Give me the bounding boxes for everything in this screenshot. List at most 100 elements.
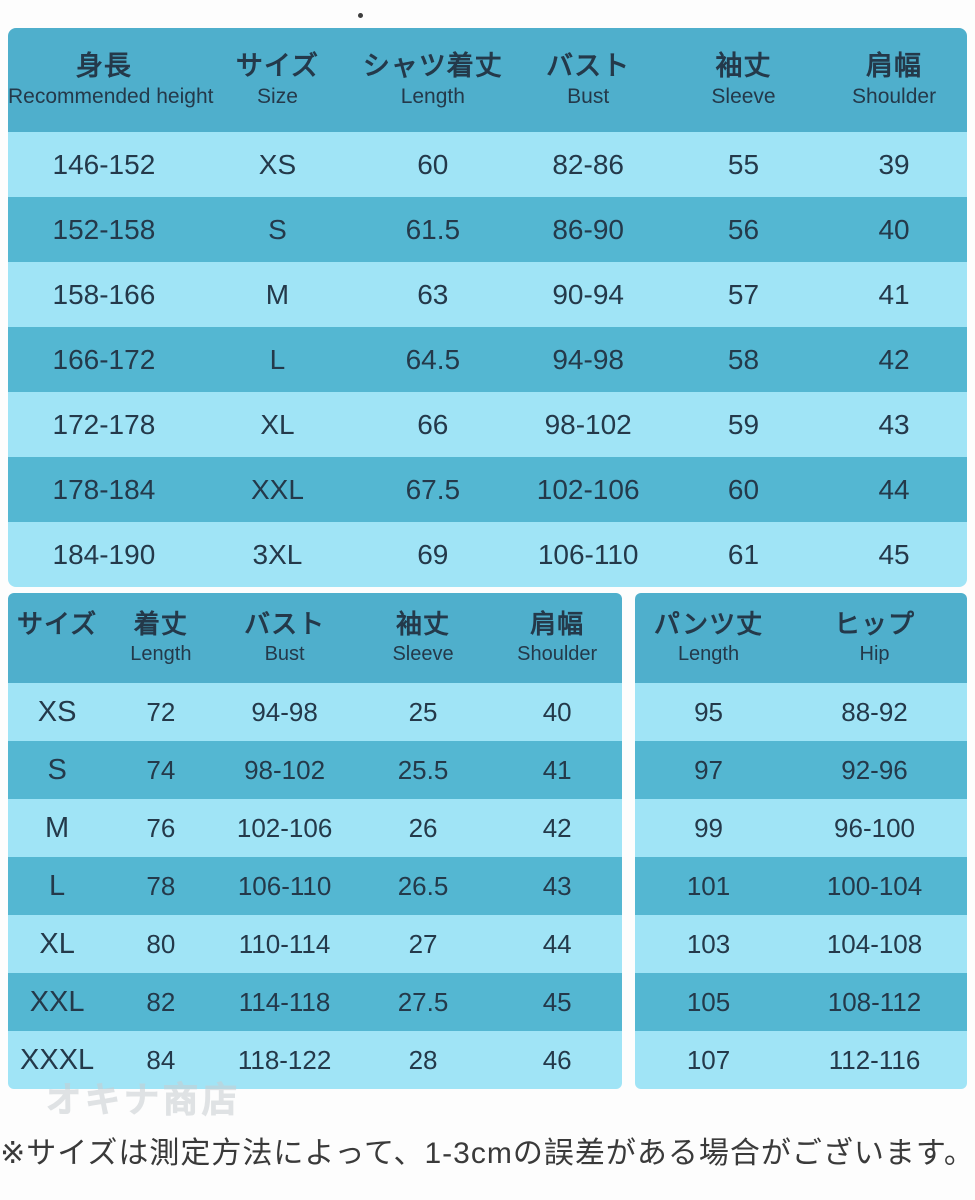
table-cell: 82 bbox=[146, 986, 176, 1017]
table-cell: 146-152 bbox=[52, 148, 156, 180]
table-cell: 86-90 bbox=[552, 213, 624, 245]
col-header-length: 着丈 Length bbox=[106, 609, 215, 666]
table-cell: 39 bbox=[878, 148, 910, 180]
col-header-shoulder: 肩幅 Shoulder bbox=[492, 609, 622, 666]
table-cell: 69 bbox=[417, 538, 449, 570]
table-cell: S bbox=[47, 753, 67, 786]
col-header-sleeve-jp: 袖丈 bbox=[396, 609, 451, 640]
col-header-size: サイズ bbox=[8, 609, 106, 666]
table-cell: 94-98 bbox=[552, 343, 624, 375]
table-cell: 40 bbox=[542, 696, 572, 727]
table-cell: M bbox=[265, 278, 290, 310]
table-row: M 76 102-106 26 42 bbox=[8, 799, 622, 857]
table-cell: 96-100 bbox=[834, 812, 915, 843]
table-cell: 95 bbox=[694, 696, 723, 727]
table-cell: 88-92 bbox=[841, 696, 908, 727]
table-cell: 74 bbox=[146, 754, 176, 785]
table-cell: 63 bbox=[417, 278, 449, 310]
table-row: 107 112-116 bbox=[635, 1031, 967, 1089]
col-header-size: サイズ Size bbox=[200, 51, 355, 109]
table-cell: L bbox=[49, 869, 66, 902]
table-cell: XS bbox=[37, 695, 77, 728]
col-header-size-jp: サイズ bbox=[235, 50, 320, 81]
table-cell: 102-106 bbox=[536, 473, 640, 505]
table-cell: XL bbox=[260, 408, 295, 440]
col-header-shirt-length-en: Length bbox=[400, 85, 465, 109]
table-row: L 78 106-110 26.5 43 bbox=[8, 857, 622, 915]
table-row: 105 108-112 bbox=[635, 973, 967, 1031]
col-header-shoulder-en: Shoulder bbox=[517, 642, 598, 665]
table-row: 101 100-104 bbox=[635, 857, 967, 915]
col-header-pants-length-en: Length bbox=[677, 642, 740, 665]
col-header-size-en: Size bbox=[257, 85, 298, 109]
table-cell: 58 bbox=[727, 343, 760, 375]
col-header-height-en: Recommended height bbox=[8, 85, 214, 109]
table-row: 184-190 3XL 69 106-110 61 45 bbox=[8, 522, 967, 587]
table-cell: 80 bbox=[146, 928, 176, 959]
table-cell: 94-98 bbox=[251, 696, 318, 727]
col-header-height-jp: 身長 bbox=[75, 50, 132, 81]
table-cell: 43 bbox=[878, 408, 910, 440]
table-cell: XXL bbox=[29, 985, 85, 1018]
col-header-sleeve: 袖丈 Sleeve bbox=[666, 51, 821, 109]
col-header-shirt-length: シャツ着丈 Length bbox=[355, 51, 510, 109]
col-header-shoulder: 肩幅 Shoulder bbox=[821, 51, 967, 109]
table-cell: 25.5 bbox=[397, 754, 449, 785]
table-cell: 41 bbox=[542, 754, 572, 785]
col-header-shirt-length-jp: シャツ着丈 bbox=[362, 50, 503, 81]
table-cell: 118-122 bbox=[237, 1044, 332, 1075]
table-cell: 26 bbox=[408, 812, 438, 843]
col-header-bust: バスト Bust bbox=[216, 609, 354, 666]
col-header-height: 身長 Recommended height bbox=[8, 50, 214, 109]
col-header-shoulder-jp: 肩幅 bbox=[866, 50, 923, 81]
col-header-size-jp: サイズ bbox=[17, 609, 98, 640]
table-cell: 57 bbox=[727, 278, 760, 310]
table-row: S 74 98-102 25.5 41 bbox=[8, 741, 622, 799]
table-cell: 166-172 bbox=[52, 343, 156, 375]
table-cell: 61.5 bbox=[405, 213, 461, 245]
col-header-bust-jp: バスト bbox=[546, 50, 631, 81]
table-cell: 178-184 bbox=[52, 473, 156, 505]
col-header-bust-jp: バスト bbox=[244, 609, 326, 640]
table-row: 95 88-92 bbox=[635, 683, 967, 741]
col-header-sleeve-en: Sleeve bbox=[711, 85, 776, 109]
table-cell: L bbox=[269, 343, 286, 375]
table-cell: 90-94 bbox=[552, 278, 624, 310]
table-cell: 98-102 bbox=[544, 408, 632, 440]
table-cell: 41 bbox=[878, 278, 910, 310]
table-cell: 55 bbox=[727, 148, 760, 180]
table-cell: 110-114 bbox=[238, 928, 331, 959]
col-header-bust-en: Bust bbox=[567, 85, 610, 109]
table-cell: 106-110 bbox=[237, 870, 332, 901]
col-header-sleeve-en: Sleeve bbox=[392, 642, 454, 665]
table-cell: 99 bbox=[694, 812, 723, 843]
table-cell: XXXL bbox=[20, 1043, 95, 1076]
table-cell: 105 bbox=[686, 986, 731, 1017]
set-table-top-body: XS 72 94-98 25 40 S 74 98-102 25.5 41 M 76 102-106 26… bbox=[8, 683, 622, 1089]
table-cell: 98-102 bbox=[244, 754, 326, 785]
table-cell: 45 bbox=[878, 538, 910, 570]
col-header-size-en bbox=[8, 643, 106, 666]
table-cell: 44 bbox=[542, 928, 572, 959]
shirt-table-header: 身長 Recommended height サイズ Size シャツ着丈 Len… bbox=[8, 28, 967, 132]
table-row: 152-158 S 61.5 86-90 56 40 bbox=[8, 197, 967, 262]
set-table-top-section: サイズ 着丈 Length バスト Bust 袖丈 Sleeve 肩幅 S bbox=[8, 593, 622, 1089]
table-cell: 102-106 bbox=[236, 812, 333, 843]
col-header-sleeve-jp: 袖丈 bbox=[715, 50, 772, 81]
table-cell: XXL bbox=[251, 473, 304, 505]
table-row: 103 104-108 bbox=[635, 915, 967, 973]
table-cell: XS bbox=[258, 148, 297, 180]
table-row: XXXL 84 118-122 28 46 bbox=[8, 1031, 622, 1089]
table-cell: 64.5 bbox=[405, 343, 461, 375]
table-cell: 26.5 bbox=[397, 870, 449, 901]
table-cell: 67.5 bbox=[405, 473, 461, 505]
col-header-bust-en: Bust bbox=[264, 642, 305, 665]
table-cell: XL bbox=[39, 927, 75, 960]
table-cell: 42 bbox=[878, 343, 910, 375]
table-cell: 76 bbox=[146, 812, 176, 843]
col-header-length-en: Length bbox=[130, 642, 192, 665]
set-table-pants-section: パンツ丈 Length ヒップ Hip 95 88-92 97 92-96 99 96-1… bbox=[635, 593, 967, 1089]
table-row: XS 72 94-98 25 40 bbox=[8, 683, 622, 741]
table-cell: 72 bbox=[146, 696, 176, 727]
